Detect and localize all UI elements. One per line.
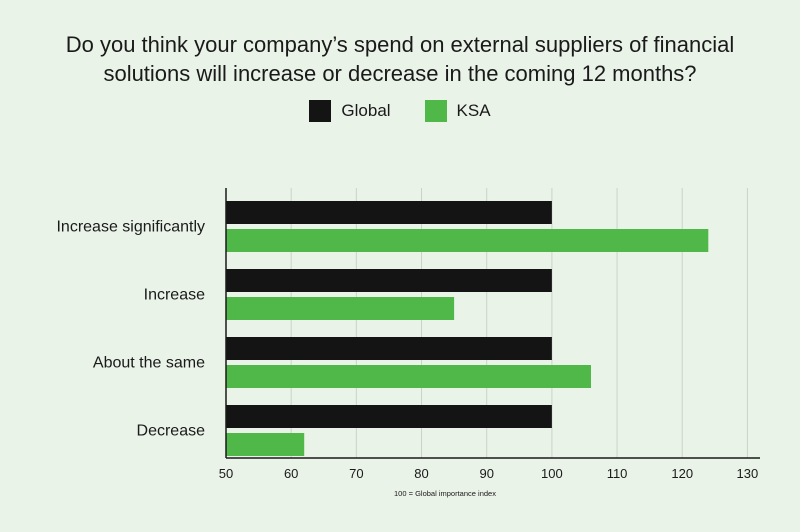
bar-global-3	[226, 405, 552, 428]
chart-title-line-1: Do you think your company’s spend on ext…	[65, 32, 735, 57]
chart-legend: Global KSA	[0, 100, 800, 122]
bar-ksa-0	[226, 229, 709, 252]
x-tick-label-110: 110	[607, 466, 628, 481]
bar-global-2	[226, 337, 552, 360]
bar-ksa-2	[226, 365, 591, 388]
x-tick-label-130: 130	[737, 466, 759, 481]
x-tick-label-50: 50	[219, 466, 233, 481]
x-tick-label-60: 60	[284, 466, 298, 481]
x-tick-label-70: 70	[349, 466, 363, 481]
legend-label-global: Global	[341, 101, 391, 120]
x-tick-label-80: 80	[414, 466, 428, 481]
bar-global-0	[226, 201, 552, 224]
chart-footnote: 100 = Global importance index	[394, 489, 496, 498]
category-label-1: Increase	[144, 287, 205, 304]
legend-swatch-global	[309, 100, 332, 122]
legend-swatch-ksa	[424, 100, 447, 122]
category-label-0: Increase significantly	[56, 219, 205, 236]
legend-item-global: Global	[309, 100, 391, 122]
bar-global-1	[226, 269, 552, 292]
bar-ksa-1	[226, 297, 455, 320]
x-tick-label-120: 120	[671, 466, 693, 481]
category-label-2: About the same	[93, 355, 205, 372]
legend-label-ksa: KSA	[456, 101, 491, 120]
x-tick-label-100: 100	[541, 466, 563, 481]
category-label-3: Decrease	[137, 423, 206, 440]
chart-title-line-2: solutions will increase or decrease in t…	[103, 61, 697, 86]
bar-ksa-3	[226, 433, 305, 456]
chart-title: Do you think your company’s spend on ext…	[0, 30, 800, 88]
legend-item-ksa: KSA	[424, 100, 491, 122]
x-tick-label-90: 90	[479, 466, 493, 481]
